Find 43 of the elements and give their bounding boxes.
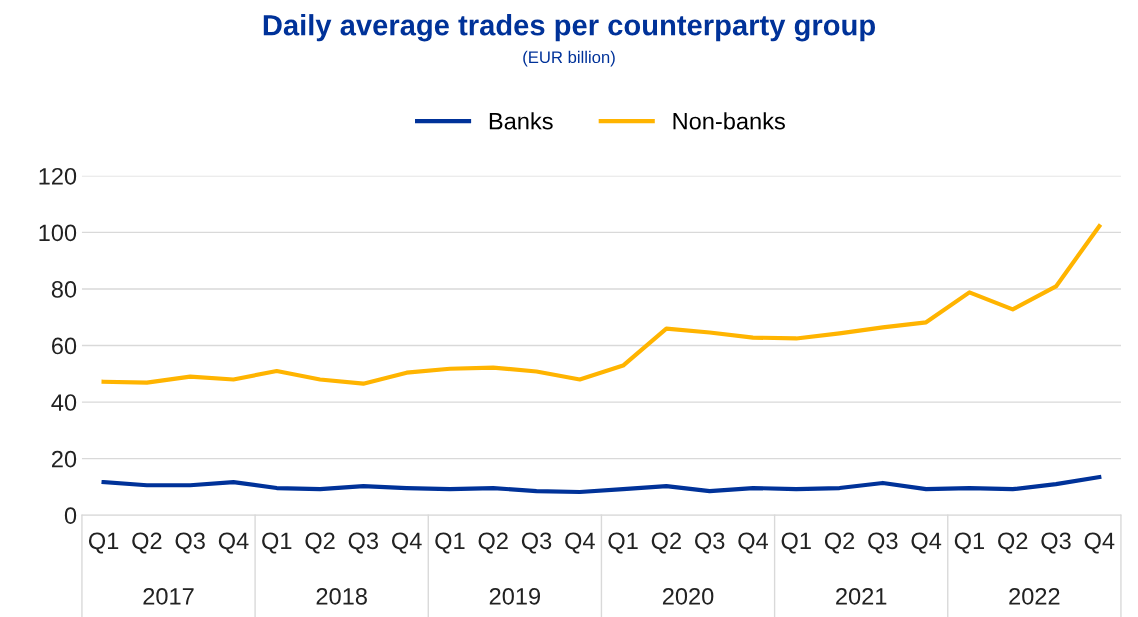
- x-tick-label: Q2: [132, 532, 162, 554]
- text: 2019: [489, 587, 540, 605]
- x-tick-label: Q2: [998, 532, 1028, 554]
- x-tick-label: Q1: [608, 532, 638, 554]
- x-tick-label: Q3: [175, 532, 205, 554]
- x-tick-label: Q2: [478, 532, 508, 554]
- x-tick-label: Q1: [262, 532, 292, 554]
- x-tick-label: Q2: [824, 532, 855, 554]
- x-tick-label: Q2: [651, 532, 681, 554]
- text: 2017: [143, 587, 194, 605]
- y-tick-label: 100: [39, 224, 77, 242]
- y-tick-label: 60: [52, 337, 77, 355]
- x-tick-label: Q3: [695, 532, 725, 554]
- x-tick-label: Q3: [521, 532, 552, 554]
- x-tick-label: Q3: [868, 532, 898, 554]
- x-tick-label: Q2: [305, 532, 335, 554]
- x-tick-label: Q1: [954, 532, 985, 554]
- legend-label: Non-banks: [673, 112, 785, 130]
- y-tick-label: 80: [51, 281, 77, 298]
- x-tick-label: Q1: [435, 532, 465, 554]
- x-tick-label: Q4: [911, 532, 942, 554]
- text: 2020: [662, 587, 714, 605]
- y-tick-label: 0: [64, 507, 77, 524]
- text: 2018: [316, 587, 367, 605]
- x-tick-label: Q4: [218, 532, 249, 554]
- legend-label: Banks: [489, 112, 553, 130]
- x-tick-label: Q4: [565, 532, 595, 554]
- text: 2022: [1009, 587, 1060, 605]
- y-tick-label: 120: [39, 167, 77, 185]
- text: 2021: [836, 587, 887, 605]
- x-tick-label: Q1: [781, 532, 811, 554]
- chart-subtitle: (EUR billion): [523, 50, 615, 67]
- x-tick-label: Q4: [738, 532, 769, 554]
- x-tick-label: Q3: [1041, 532, 1071, 554]
- x-tick-label: Q1: [88, 532, 119, 554]
- y-tick-label: 40: [51, 394, 77, 411]
- line-series: [101, 474, 1102, 495]
- x-tick-label: Q4: [1084, 532, 1115, 554]
- x-tick-label: Q3: [348, 532, 379, 554]
- y-tick-label: 20: [52, 450, 77, 468]
- chart-title: Daily average trades per counterparty group: [263, 14, 875, 42]
- line-series: [101, 224, 1102, 386]
- x-tick-label: Q4: [391, 532, 422, 554]
